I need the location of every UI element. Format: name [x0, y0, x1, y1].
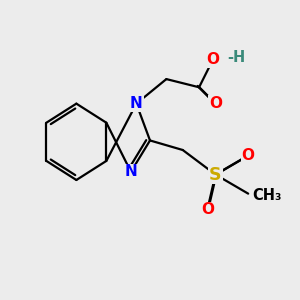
Text: N: N	[130, 96, 143, 111]
Text: -H: -H	[228, 50, 246, 65]
Text: O: O	[209, 96, 222, 111]
Text: O: O	[242, 148, 255, 163]
Text: N: N	[130, 96, 143, 111]
Text: O: O	[209, 96, 222, 111]
Text: CH₃: CH₃	[252, 188, 282, 202]
Text: O: O	[201, 202, 214, 217]
Text: N: N	[124, 164, 137, 179]
Text: O: O	[242, 148, 255, 163]
Text: O: O	[201, 202, 214, 217]
Text: S: S	[209, 166, 222, 184]
Text: N: N	[124, 164, 137, 179]
Text: O: O	[206, 52, 219, 68]
Text: O: O	[206, 52, 219, 68]
